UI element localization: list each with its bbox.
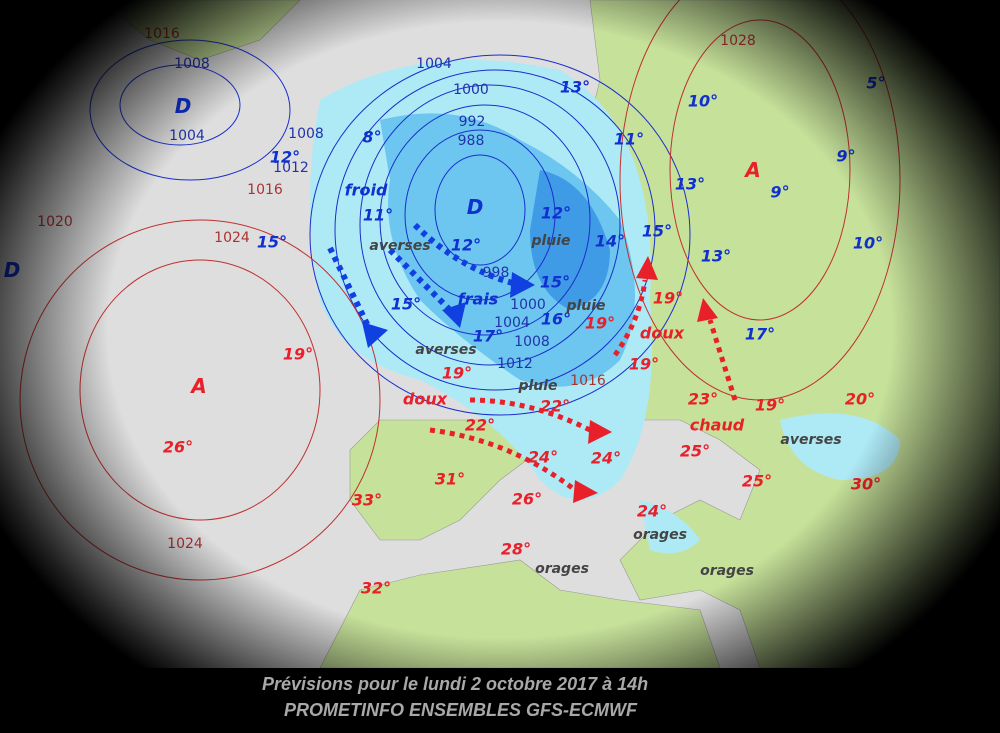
temperature-label: 24° <box>590 448 622 468</box>
isobar-label: 1020 <box>37 214 73 230</box>
temperature-label: 20° <box>844 389 876 409</box>
temperature-label: 5° <box>866 73 886 93</box>
forecast-title: Prévisions pour le lundi 2 octobre 2017 … <box>262 674 649 694</box>
weather-word-pluie: pluie <box>531 233 571 249</box>
weather-word-orages: orages <box>633 527 687 543</box>
weather-word-froid: froid <box>344 180 388 200</box>
temperature-label: 22° <box>464 415 496 435</box>
isobar-label: 1016 <box>247 182 283 198</box>
temperature-label: 25° <box>741 471 773 491</box>
weather-word-doux: doux <box>639 323 685 343</box>
temperature-label: 32° <box>360 578 392 598</box>
weather-word-orages: orages <box>700 563 754 579</box>
temperature-label: 11° <box>362 205 394 225</box>
temperature-label: 8° <box>362 127 382 147</box>
temperature-label: 31° <box>434 469 466 489</box>
temperature-label: 14° <box>594 231 626 251</box>
temperature-label: 10° <box>852 233 884 253</box>
weather-word-averses: averses <box>780 432 842 448</box>
temperature-label: 13° <box>559 77 591 97</box>
temperature-label: 12° <box>450 235 482 255</box>
isobar-label: 1012 <box>497 356 533 372</box>
temperature-label: 17° <box>472 326 504 346</box>
temperature-label: 28° <box>500 539 532 559</box>
temperature-label: 30° <box>850 474 882 494</box>
temperature-label: 12° <box>540 203 572 223</box>
temperature-label: 22° <box>539 396 571 416</box>
temperature-label: 19° <box>754 395 786 415</box>
isobar-label: 1000 <box>453 82 489 98</box>
pressure-center-label: D <box>3 258 21 282</box>
temperature-label: 19° <box>584 313 616 333</box>
isobar-label: 988 <box>457 133 485 149</box>
isobar-label: 1008 <box>514 334 550 350</box>
temperature-label: 9° <box>836 146 856 166</box>
temperature-label: 17° <box>744 324 776 344</box>
temperature-label: 24° <box>636 501 668 521</box>
isobar-label: 1028 <box>720 33 756 49</box>
temperature-label: 23° <box>687 389 719 409</box>
pressure-center-label: A <box>191 374 207 398</box>
temperature-label: 13° <box>674 174 706 194</box>
temperature-label: 15° <box>256 232 288 252</box>
weather-word-chaud: chaud <box>689 415 745 435</box>
isobar-label: 1004 <box>416 56 452 72</box>
isobar-label: 1024 <box>214 230 250 246</box>
temperature-label: 19° <box>652 288 684 308</box>
weather-word-pluie: pluie <box>518 378 558 394</box>
temperature-label: 24° <box>527 447 559 467</box>
weather-word-averses: averses <box>369 238 431 254</box>
isobar-label: 1024 <box>167 536 203 552</box>
temperature-label: 10° <box>687 91 719 111</box>
weather-word-pluie: pluie <box>566 298 606 314</box>
isobar-label: 1016 <box>570 373 606 389</box>
temperature-label: 15° <box>641 221 673 241</box>
isobar-label: 1008 <box>288 126 324 142</box>
isobar-label: 1016 <box>144 26 180 42</box>
temperature-label: 19° <box>282 344 314 364</box>
temperature-label: 33° <box>351 490 383 510</box>
temperature-label: 15° <box>390 294 422 314</box>
pressure-center-label: D <box>466 195 484 219</box>
isobar-label: 992 <box>458 114 486 130</box>
temperature-label: 11° <box>613 129 645 149</box>
weather-word-orages: orages <box>535 561 589 577</box>
footer: Prévisions pour le lundi 2 octobre 2017 … <box>0 668 1000 733</box>
weather-word-frais: frais <box>457 289 499 309</box>
weather-word-doux: doux <box>402 389 448 409</box>
temperature-label: 15° <box>539 272 571 292</box>
isobar-label: 1004 <box>169 128 205 144</box>
temperature-label: 26° <box>162 437 194 457</box>
temperature-label: 19° <box>628 354 660 374</box>
temperature-label: 12° <box>269 147 301 167</box>
pressure-center-label: A <box>745 158 761 182</box>
temperature-label: 25° <box>679 441 711 461</box>
temperature-label: 13° <box>700 246 732 266</box>
temperature-label: 9° <box>770 182 790 202</box>
forecast-source: PROMETINFO ENSEMBLES GFS-ECMWF <box>284 700 637 720</box>
pressure-center-label: D <box>174 94 192 118</box>
isobar-label: 998 <box>482 265 510 281</box>
temperature-label: 19° <box>441 363 473 383</box>
temperature-label: 26° <box>511 489 543 509</box>
isobar-label: 1008 <box>174 56 210 72</box>
weather-word-averses: averses <box>415 342 477 358</box>
